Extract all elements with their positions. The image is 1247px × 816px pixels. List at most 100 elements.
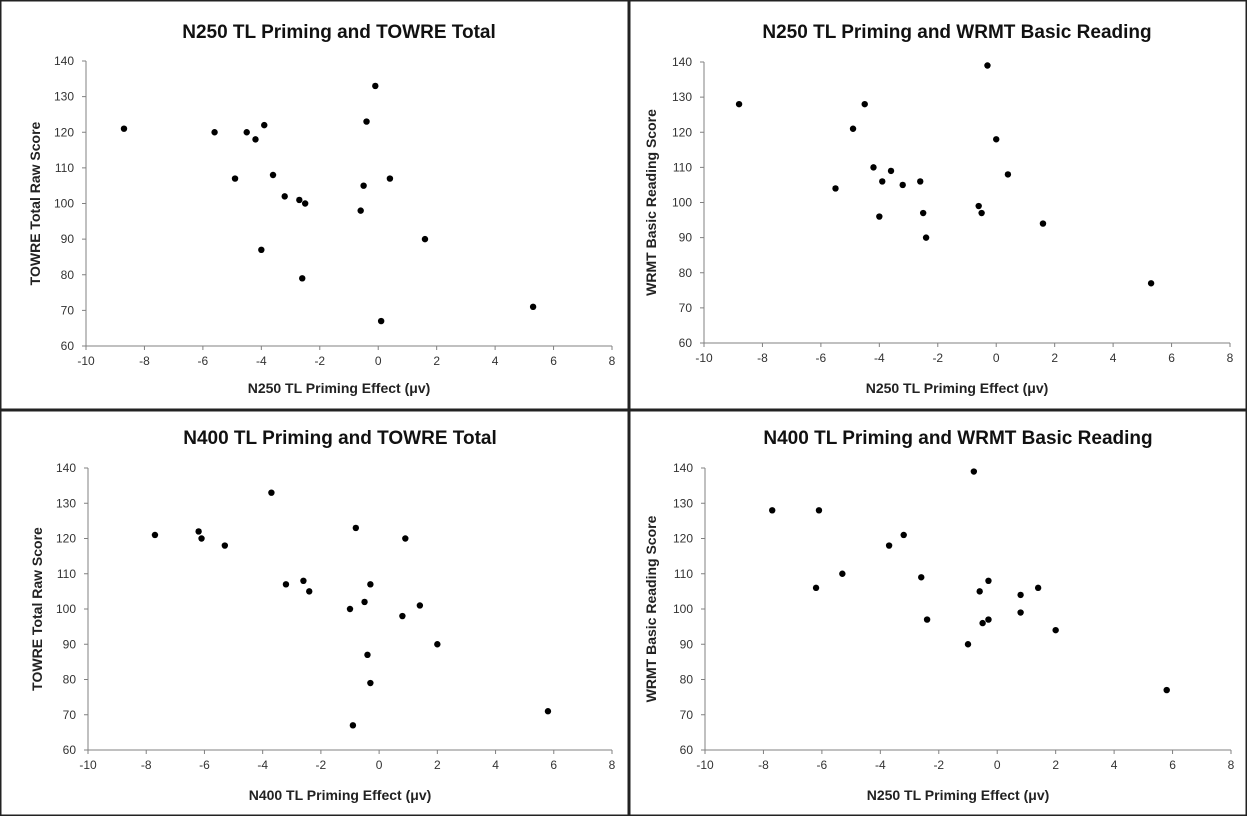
x-tick-label: 6 bbox=[1168, 351, 1175, 365]
y-tick-label: 130 bbox=[673, 496, 693, 510]
y-tick-label: 90 bbox=[680, 637, 694, 651]
y-tick-label: 60 bbox=[679, 336, 693, 350]
chart-panel-n250-towre: N250 TL Priming and TOWRE Total 60 70 80 90 1… bbox=[0, 0, 629, 410]
x-tick-label: -10 bbox=[695, 351, 713, 365]
data-point bbox=[301, 200, 309, 207]
data-point bbox=[268, 489, 275, 496]
data-point bbox=[1017, 591, 1024, 599]
x-tick-label: -4 bbox=[875, 758, 886, 772]
y-tick-label: 70 bbox=[63, 708, 77, 722]
y-axis-title: TOWRE Total Raw Score bbox=[29, 527, 45, 691]
data-point bbox=[1147, 280, 1155, 287]
y-tick-label: 120 bbox=[54, 125, 74, 139]
y-tick-label: 60 bbox=[61, 339, 75, 353]
data-point bbox=[1163, 686, 1170, 694]
x-tick-label: -4 bbox=[257, 758, 268, 772]
y-tick-label: 140 bbox=[673, 461, 693, 475]
y-tick-label: 70 bbox=[679, 301, 693, 315]
data-point bbox=[357, 207, 364, 214]
data-point bbox=[258, 246, 265, 254]
data-point bbox=[281, 193, 288, 200]
data-point bbox=[917, 178, 924, 185]
y-tick-label: 100 bbox=[673, 602, 693, 616]
y-tick-label: 60 bbox=[680, 743, 694, 757]
chart-title: N250 TL Priming and WRMT Basic Reading bbox=[762, 22, 1151, 43]
x-tick-label: -4 bbox=[256, 354, 267, 368]
x-tick-label: -8 bbox=[141, 758, 152, 772]
y-tick-label: 70 bbox=[680, 708, 694, 722]
x-tick-label: -10 bbox=[696, 758, 714, 772]
data-point bbox=[399, 612, 406, 620]
data-point bbox=[346, 605, 354, 613]
data-point bbox=[386, 175, 394, 182]
y-tick-label: 110 bbox=[57, 567, 76, 581]
data-point bbox=[918, 574, 925, 581]
x-axis-title: N250 TL Priming Effect (μv) bbox=[248, 380, 431, 396]
data-point bbox=[120, 125, 128, 132]
data-point bbox=[839, 570, 846, 577]
y-tick-label: 140 bbox=[672, 55, 692, 69]
y-axis-title: TOWRE Total Raw Score bbox=[27, 121, 43, 285]
data-point bbox=[1004, 171, 1012, 178]
x-tick-label: 6 bbox=[550, 354, 557, 368]
data-point bbox=[978, 209, 985, 217]
x-tick-label: -10 bbox=[79, 758, 97, 772]
x-tick-label: -10 bbox=[77, 354, 95, 368]
chart-panel-n400-wrmt: N400 TL Priming and WRMT Basic Reading 60… bbox=[629, 410, 1247, 816]
data-point bbox=[195, 528, 202, 535]
data-point bbox=[975, 202, 982, 210]
x-tick-label: 4 bbox=[492, 354, 499, 368]
y-tick-label: 110 bbox=[674, 567, 693, 581]
data-point bbox=[735, 100, 743, 108]
data-point bbox=[923, 616, 931, 623]
data-point bbox=[887, 167, 895, 175]
chart-title: N400 TL Priming and TOWRE Total bbox=[183, 428, 497, 449]
data-point bbox=[1039, 220, 1047, 227]
data-point bbox=[367, 581, 374, 588]
data-point bbox=[970, 468, 978, 475]
x-tick-label: -2 bbox=[933, 758, 944, 772]
data-point bbox=[529, 303, 537, 311]
x-tick-label: -6 bbox=[198, 354, 209, 368]
data-point bbox=[367, 679, 374, 687]
data-point bbox=[812, 584, 820, 592]
scatter-chart: N400 TL Priming and TOWRE Total607080901… bbox=[0, 410, 629, 816]
y-tick-label: 90 bbox=[679, 231, 693, 245]
data-point bbox=[1017, 609, 1024, 616]
data-point bbox=[364, 651, 371, 659]
x-tick-label: 0 bbox=[376, 758, 383, 772]
data-point bbox=[306, 588, 313, 595]
data-point bbox=[832, 185, 839, 192]
y-tick-label: 90 bbox=[61, 232, 75, 246]
data-point bbox=[296, 196, 303, 204]
y-tick-label: 110 bbox=[55, 161, 74, 175]
scatter-chart: N250 TL Priming and TOWRE Total607080901… bbox=[0, 0, 629, 410]
x-tick-label: 6 bbox=[550, 758, 557, 772]
y-tick-label: 110 bbox=[673, 160, 692, 174]
data-point bbox=[993, 136, 1000, 143]
x-tick-label: 2 bbox=[433, 354, 440, 368]
x-tick-label: 2 bbox=[1052, 758, 1059, 772]
x-tick-label: 4 bbox=[492, 758, 499, 772]
x-tick-label: 0 bbox=[993, 351, 1000, 365]
x-tick-label: 8 bbox=[609, 758, 616, 772]
data-point bbox=[416, 602, 424, 609]
data-point bbox=[984, 62, 991, 69]
x-tick-label: 2 bbox=[1051, 351, 1058, 365]
data-point bbox=[252, 136, 259, 143]
chart-title: N400 TL Priming and WRMT Basic Reading bbox=[763, 428, 1152, 449]
data-point bbox=[300, 577, 307, 584]
x-tick-label: 8 bbox=[1227, 351, 1234, 365]
data-point bbox=[243, 129, 250, 136]
data-point bbox=[299, 275, 306, 282]
data-point bbox=[849, 125, 857, 132]
y-tick-label: 60 bbox=[63, 743, 77, 757]
scatter-chart: N250 TL Priming and WRMT Basic Reading60… bbox=[629, 0, 1247, 410]
data-point bbox=[372, 82, 379, 90]
data-point bbox=[815, 507, 823, 514]
data-point bbox=[269, 171, 277, 179]
data-point bbox=[282, 581, 290, 588]
x-tick-label: 0 bbox=[994, 758, 1001, 772]
y-tick-label: 130 bbox=[54, 90, 74, 104]
